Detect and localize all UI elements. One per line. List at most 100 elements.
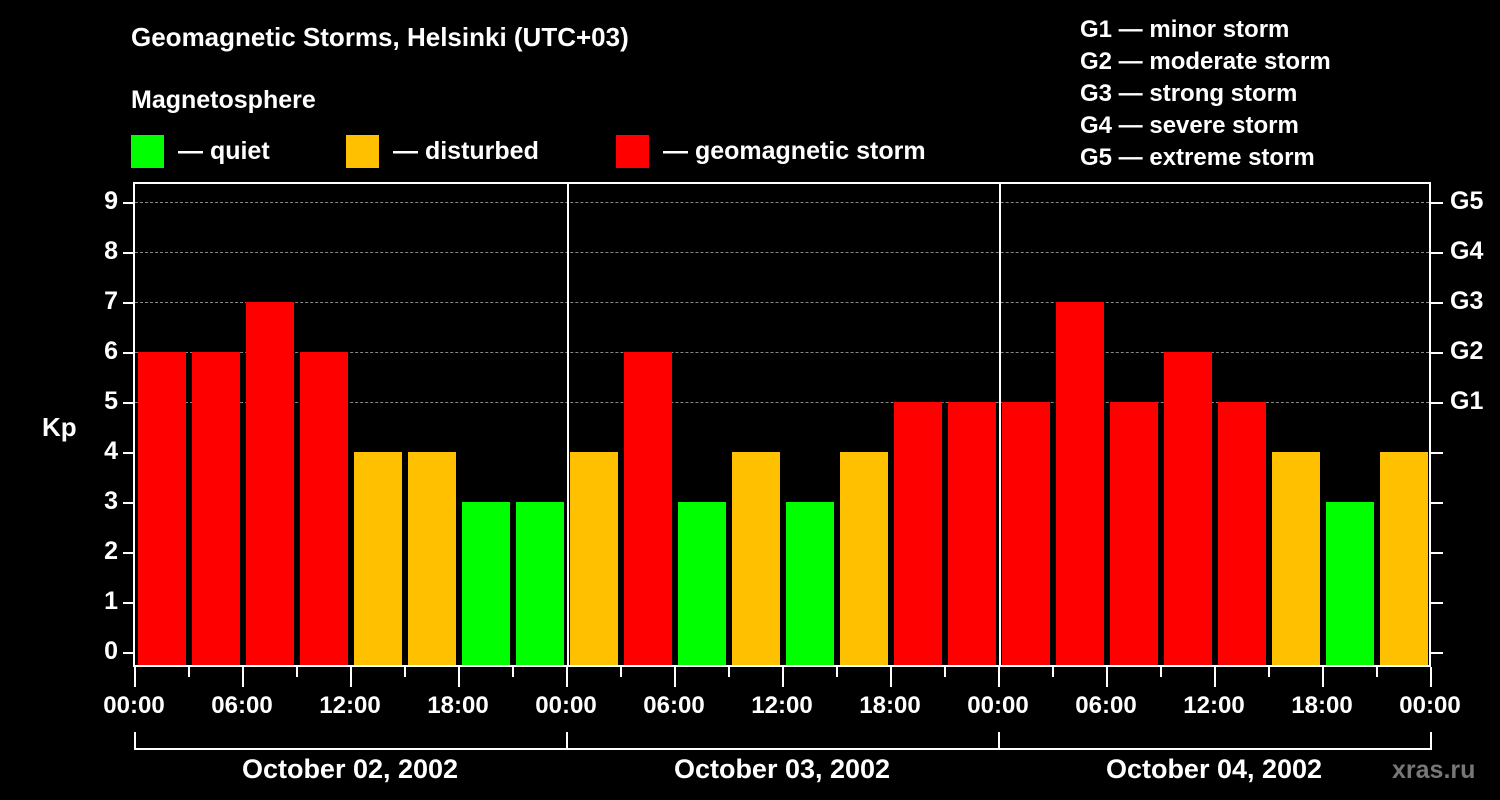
kp-bar — [246, 302, 294, 666]
x-tick — [836, 667, 838, 677]
kp-bar — [300, 352, 348, 666]
y-tick-right — [1431, 652, 1443, 654]
x-tick-label: 12:00 — [1183, 692, 1245, 719]
x-tick-label: 18:00 — [859, 692, 921, 719]
x-tick-label: 00:00 — [967, 692, 1029, 719]
date-bracket-tick — [1430, 732, 1432, 749]
y-tick-right — [1431, 602, 1443, 604]
day-divider — [567, 182, 569, 667]
swatch-storm-icon — [616, 134, 649, 168]
legend-heading: Magnetosphere — [131, 86, 316, 114]
g-level-label: G4 — [1450, 237, 1484, 265]
y-tick — [123, 302, 135, 304]
g-legend-item: G1 — minor storm — [1080, 16, 1290, 43]
g-level-label: G2 — [1450, 337, 1484, 365]
kp-bar — [192, 352, 240, 666]
g-legend-item: G2 — moderate storm — [1080, 48, 1331, 75]
y-tick-right — [1431, 352, 1443, 354]
y-axis-label: Kp — [42, 412, 77, 442]
date-label: October 02, 2002 — [241, 754, 459, 784]
x-tick — [890, 667, 892, 687]
y-tick-right — [1431, 402, 1443, 404]
kp-bar — [1380, 452, 1428, 666]
g-scale-legend: G1 — minor storm G2 — moderate storm G3 … — [1080, 14, 1331, 174]
y-tick-label: 7 — [104, 287, 118, 315]
kp-bar — [1002, 402, 1050, 666]
date-label: October 04, 2002 — [1105, 754, 1323, 784]
x-tick-label: 18:00 — [1291, 692, 1353, 719]
swatch-disturbed-icon — [346, 134, 379, 168]
kp-bar — [1218, 402, 1266, 666]
gridline — [135, 202, 1429, 203]
x-tick-label: 12:00 — [751, 692, 813, 719]
y-tick-label: 5 — [104, 387, 118, 415]
day-divider — [999, 182, 1001, 667]
x-tick-label: 06:00 — [643, 692, 705, 719]
x-tick — [1106, 667, 1108, 687]
y-tick — [123, 552, 135, 554]
kp-bar — [138, 352, 186, 666]
kp-bar — [1326, 502, 1374, 666]
kp-bar — [1164, 352, 1212, 666]
kp-bar — [1110, 402, 1158, 666]
y-tick — [123, 602, 135, 604]
legend-disturbed: — disturbed — [346, 134, 539, 168]
kp-bar — [354, 452, 402, 666]
x-tick — [188, 667, 190, 677]
y-tick — [123, 652, 135, 654]
x-tick — [1430, 667, 1432, 687]
x-tick-label: 06:00 — [211, 692, 273, 719]
x-tick-label: 00:00 — [103, 692, 165, 719]
kp-bar — [948, 402, 996, 666]
y-tick — [123, 452, 135, 454]
x-tick-label: 18:00 — [427, 692, 489, 719]
kp-bar — [462, 502, 510, 666]
gridline — [135, 302, 1429, 303]
legend-label: — geomagnetic storm — [663, 136, 926, 165]
y-tick-label: 4 — [104, 437, 118, 465]
x-tick — [1214, 667, 1216, 687]
y-tick-right — [1431, 452, 1443, 454]
x-tick — [404, 667, 406, 677]
y-tick-right — [1431, 502, 1443, 504]
x-tick — [134, 667, 136, 687]
gridline — [135, 402, 1429, 403]
kp-bar — [408, 452, 456, 666]
chart-title: Geomagnetic Storms, Helsinki (UTC+03) — [131, 22, 629, 52]
x-tick — [728, 667, 730, 677]
y-tick-label: 1 — [104, 587, 118, 615]
y-tick-label: 0 — [104, 637, 118, 665]
y-tick-right — [1431, 252, 1443, 254]
swatch-quiet-icon — [131, 134, 164, 168]
y-tick-right — [1431, 202, 1443, 204]
kp-bar — [1272, 452, 1320, 666]
x-tick — [566, 667, 568, 687]
legend-label: — quiet — [178, 136, 270, 165]
x-tick — [944, 667, 946, 677]
x-tick — [782, 667, 784, 687]
g-legend-item: G4 — severe storm — [1080, 112, 1299, 139]
y-tick — [123, 352, 135, 354]
x-tick-label: 06:00 — [1075, 692, 1137, 719]
g-level-label: G5 — [1450, 187, 1484, 215]
kp-bar — [516, 502, 564, 666]
g-legend-item: G3 — strong storm — [1080, 80, 1298, 107]
x-tick — [1268, 667, 1270, 677]
x-tick — [1376, 667, 1378, 677]
kp-bar — [1056, 302, 1104, 666]
g-legend-item: G5 — extreme storm — [1080, 144, 1315, 171]
watermark: xras.ru — [1392, 756, 1476, 784]
y-tick-right — [1431, 552, 1443, 554]
x-tick — [1052, 667, 1054, 677]
date-bracket-tick — [566, 732, 568, 749]
kp-bar — [840, 452, 888, 666]
x-tick — [1160, 667, 1162, 677]
legend-label: — disturbed — [393, 136, 539, 165]
y-tick — [123, 502, 135, 504]
x-tick — [242, 667, 244, 687]
x-tick — [296, 667, 298, 677]
kp-bar — [732, 452, 780, 666]
x-tick — [620, 667, 622, 677]
x-tick — [998, 667, 1000, 687]
y-tick-label: 9 — [104, 187, 118, 215]
